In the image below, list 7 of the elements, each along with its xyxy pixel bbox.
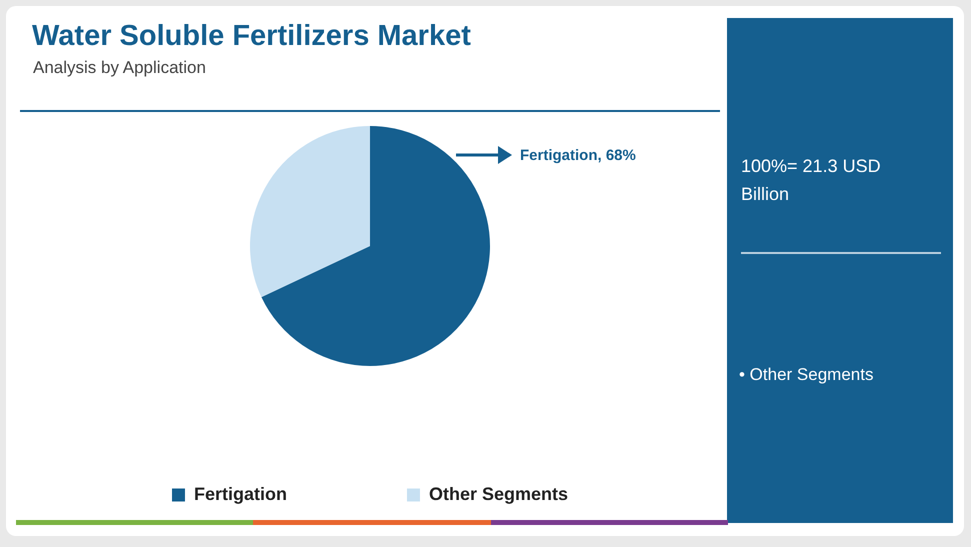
text: • Other Segments <box>739 365 874 385</box>
text: 100%= 21.3 USD Billion <box>741 155 882 206</box>
legend-label: Other Segments <box>428 484 568 504</box>
data-label: Fertigation, 68% <box>520 147 636 164</box>
chart-subtitle: Analysis by Application <box>33 58 206 78</box>
legend-label: Fertigation <box>194 484 287 504</box>
chart-title: Water Soluble Fertilizers Market <box>32 20 471 53</box>
